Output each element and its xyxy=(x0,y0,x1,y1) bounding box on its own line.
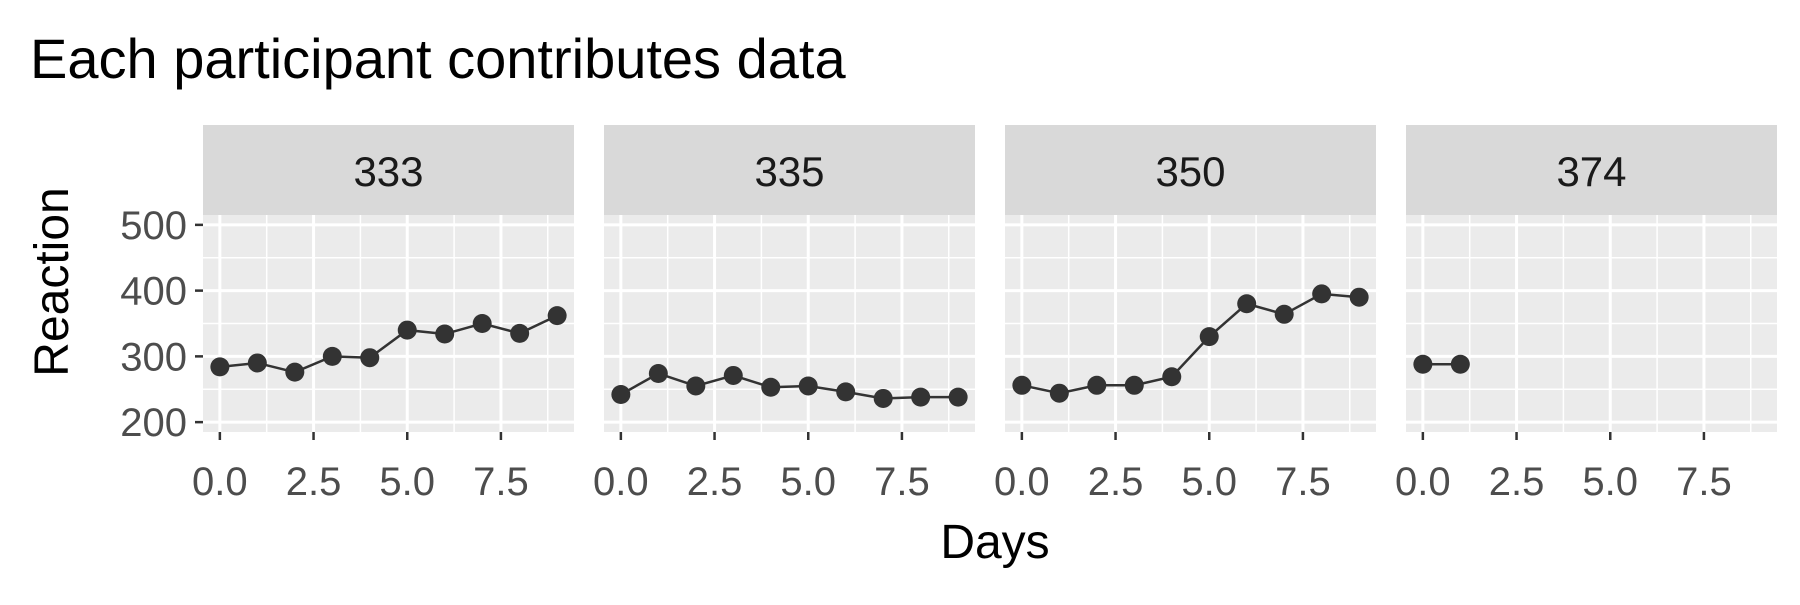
series-line xyxy=(1021,292,1360,395)
data-point xyxy=(836,382,856,402)
x-tick-label: 2.5 xyxy=(687,460,743,504)
data-point xyxy=(210,357,230,377)
facet-strip-label: 333 xyxy=(353,148,423,195)
data-point xyxy=(247,353,267,373)
panels: 333 0.0 2.5 5.0 7.5 200 300 400 500 335 0.0 2.5 5.0 7… xyxy=(120,125,1777,504)
data-point xyxy=(435,324,455,344)
x-tick-label: 0.0 xyxy=(1395,460,1451,504)
data-point xyxy=(1199,327,1219,347)
data-point xyxy=(397,320,417,340)
x-tick-label: 0.0 xyxy=(593,460,649,504)
data-point xyxy=(723,365,743,385)
data-point xyxy=(873,388,893,408)
y-tick-label: 200 xyxy=(120,401,187,445)
data-point xyxy=(1049,383,1069,403)
y-tick-label: 300 xyxy=(120,335,187,379)
data-point xyxy=(1012,375,1032,395)
series-line xyxy=(620,372,959,400)
data-point xyxy=(798,376,818,396)
data-point xyxy=(1237,294,1257,314)
chart-title: Each participant contributes data xyxy=(30,27,846,90)
data-point xyxy=(1162,367,1182,387)
data-point xyxy=(761,377,781,397)
facet-strip xyxy=(203,125,574,215)
x-tick-label: 7.5 xyxy=(1275,460,1331,504)
y-tick-label: 500 xyxy=(120,204,187,248)
data-point xyxy=(1413,354,1433,374)
facet-strip-label: 374 xyxy=(1556,148,1626,195)
data-point xyxy=(472,314,492,333)
facet-strip-label: 350 xyxy=(1155,148,1225,195)
x-tick-label: 5.0 xyxy=(1582,460,1638,504)
data-point xyxy=(648,363,668,383)
facet-strip-label: 335 xyxy=(754,148,824,195)
x-tick-label: 2.5 xyxy=(1088,460,1144,504)
series-line xyxy=(219,314,558,374)
data-point xyxy=(322,346,342,366)
data-point xyxy=(948,387,968,407)
x-tick-label: 0.0 xyxy=(994,460,1050,504)
data-point xyxy=(1274,304,1294,324)
data-point xyxy=(360,348,380,368)
data-point xyxy=(611,385,631,405)
x-tick-label: 2.5 xyxy=(286,460,342,504)
data-point xyxy=(911,387,931,407)
x-tick-label: 7.5 xyxy=(874,460,930,504)
facet-strip xyxy=(1406,125,1777,215)
data-point xyxy=(1124,375,1144,395)
facet-panel-374: 374 0.0 2.5 5.0 7.5 xyxy=(1395,125,1777,504)
facet-strip xyxy=(1005,125,1376,215)
data-point xyxy=(285,362,305,382)
facet-panel-333: 333 0.0 2.5 5.0 7.5 200 300 400 500 xyxy=(120,125,574,504)
y-axis-title: Reaction xyxy=(26,187,79,376)
data-point xyxy=(547,306,567,326)
x-tick-label: 7.5 xyxy=(1676,460,1732,504)
facet-panel-350: 350 0.0 2.5 5.0 7.5 xyxy=(994,125,1376,504)
facet-panel-335: 335 0.0 2.5 5.0 7.5 xyxy=(593,125,975,504)
x-tick-label: 7.5 xyxy=(473,460,529,504)
data-point xyxy=(686,376,706,396)
data-point xyxy=(1349,287,1369,307)
data-point xyxy=(1312,284,1332,304)
facet-strip xyxy=(604,125,975,215)
y-tick-label: 400 xyxy=(120,270,187,314)
x-tick-label: 5.0 xyxy=(1181,460,1237,504)
x-tick-label: 2.5 xyxy=(1489,460,1545,504)
x-tick-label: 0.0 xyxy=(192,460,248,504)
x-tick-label: 5.0 xyxy=(379,460,435,504)
x-tick-label: 5.0 xyxy=(780,460,836,504)
data-point xyxy=(1087,375,1107,395)
x-axis-title: Days xyxy=(940,516,1049,569)
data-point xyxy=(1450,354,1470,374)
data-point xyxy=(510,323,530,343)
